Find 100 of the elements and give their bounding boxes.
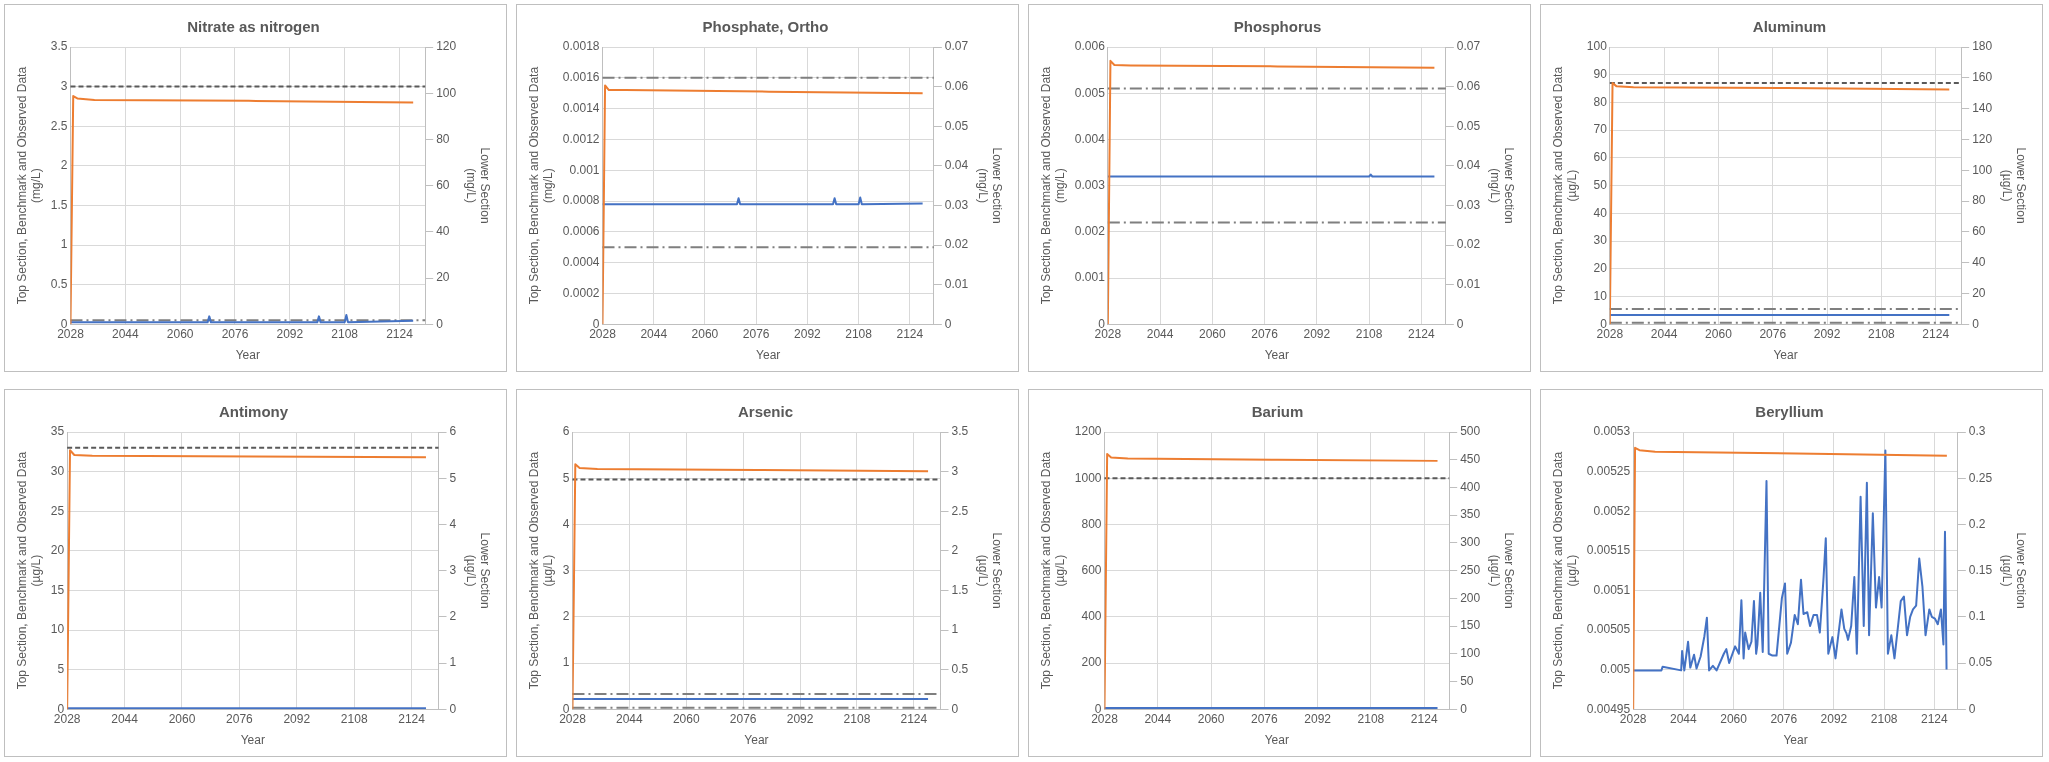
- y-axis-title: Top Section, Benchmark and Observed Data (mg/L): [14, 66, 43, 305]
- y-tick-label: 0.00505: [1586, 622, 1631, 637]
- x-tick-label: 2108: [1357, 711, 1385, 726]
- y2-tick-label: 20: [436, 270, 450, 285]
- y-tick-label: 0.002: [1074, 224, 1106, 239]
- x-tick-label: 2060: [691, 326, 719, 341]
- y-axis-title: Top Section, Benchmark and Observed Data (µg/L): [1550, 451, 1579, 690]
- y2-axis-title: Lower Section (µg/L): [1488, 532, 1517, 609]
- x-tick-label: 2124: [896, 326, 924, 341]
- y-tick-label: 10: [1593, 288, 1608, 303]
- y2-tick-label: 2: [449, 609, 457, 624]
- y2-tick-label: 0: [1972, 316, 1980, 331]
- y-tick-label: 10: [50, 622, 65, 637]
- y-tick-label: 0.0008: [562, 193, 600, 208]
- chart-title: Beryllium: [1755, 403, 1824, 421]
- x-tick-label: 2076: [226, 711, 254, 726]
- x-tick-label: 2092: [283, 711, 311, 726]
- y2-tick-label: 0.05: [944, 118, 969, 133]
- x-tick-label: 2108: [843, 711, 871, 726]
- y-tick-label: 0.001: [569, 162, 600, 177]
- y-tick-label: 0.0052: [1593, 503, 1631, 518]
- x-tick-label: 2124: [1408, 326, 1436, 341]
- y-tick-label: 0.005: [1074, 85, 1106, 100]
- y2-tick-label: 120: [436, 39, 457, 54]
- y-tick-label: 6: [562, 424, 570, 439]
- x-tick-label: 2124: [1922, 326, 1950, 341]
- y2-tick-label: 1: [449, 655, 457, 670]
- y2-tick-label: 40: [1972, 254, 1986, 269]
- y2-tick-label: 0.03: [944, 197, 969, 212]
- y-tick-label: 1.5: [50, 197, 68, 212]
- chart-title: Antimony: [218, 403, 289, 421]
- x-axis-title: Year: [1773, 348, 1798, 363]
- y2-tick-label: 0.15: [1968, 562, 1993, 577]
- x-tick-label: 2076: [1251, 326, 1279, 341]
- y-tick-label: 50: [1593, 177, 1608, 192]
- x-tick-label: 2092: [786, 711, 814, 726]
- x-tick-label: 2076: [729, 711, 757, 726]
- y-tick-label: 2: [562, 609, 570, 624]
- y-tick-label: 100: [1586, 39, 1608, 54]
- y2-tick-label: 2: [951, 543, 959, 558]
- y2-tick-label: 0.07: [944, 39, 969, 54]
- x-tick-label: 2092: [1820, 711, 1848, 726]
- y2-tick-label: 3.5: [951, 424, 969, 439]
- x-tick-label: 2108: [331, 326, 359, 341]
- y-tick-label: 0.001: [1074, 270, 1106, 285]
- y2-tick-label: 450: [1460, 452, 1481, 467]
- y2-axis-title: Lower Section (mg/L): [976, 147, 1005, 224]
- y2-tick-label: 3: [951, 463, 959, 478]
- y2-tick-label: 0.01: [944, 276, 969, 291]
- x-tick-label: 2108: [340, 711, 368, 726]
- chart-title: Nitrate as nitrogen: [187, 18, 320, 36]
- x-tick-label: 2076: [1759, 326, 1787, 341]
- y2-tick-label: 20: [1972, 285, 1986, 300]
- y-tick-label: 1200: [1074, 424, 1102, 439]
- y2-tick-label: 0.01: [1456, 276, 1481, 291]
- y2-tick-label: 120: [1972, 131, 1993, 146]
- x-tick-label: 2060: [1720, 711, 1748, 726]
- y-axis-title: Top Section, Benchmark and Observed Data (µg/L): [526, 451, 555, 690]
- y2-tick-label: 0.25: [1968, 470, 1993, 485]
- y2-tick-label: 6: [449, 424, 457, 439]
- x-tick-label: 2044: [1144, 711, 1172, 726]
- y-axis-title: Top Section, Benchmark and Observed Data (mg/L): [1038, 66, 1067, 305]
- y-tick-label: 70: [1593, 122, 1608, 137]
- y2-tick-label: 160: [1972, 70, 1993, 85]
- y2-tick-label: 50: [1460, 673, 1474, 688]
- x-tick-label: 2124: [1920, 711, 1948, 726]
- y-tick-label: 400: [1081, 609, 1102, 624]
- y2-tick-label: 2.5: [951, 503, 969, 518]
- chart-title: Arsenic: [737, 403, 794, 421]
- y-tick-label: 3: [60, 78, 68, 93]
- x-axis-title: Year: [1783, 733, 1808, 748]
- y2-tick-label: 180: [1972, 39, 1993, 54]
- y-tick-label: 40: [1593, 205, 1608, 220]
- y2-axis-title: Lower Section (µg/L): [2000, 147, 2029, 224]
- y-tick-label: 0.5: [50, 276, 68, 291]
- y2-tick-label: 0.02: [944, 237, 969, 252]
- y2-axis-title: Lower Section (mg/L): [464, 147, 493, 224]
- y-tick-label: 4: [562, 516, 570, 531]
- y2-tick-label: 0.03: [1456, 197, 1481, 212]
- y2-tick-label: 0.5: [951, 661, 969, 676]
- y-axis-title: Top Section, Benchmark and Observed Data (µg/L): [1038, 451, 1067, 690]
- y2-tick-label: 80: [1972, 193, 1986, 208]
- y-tick-label: 20: [1593, 261, 1608, 276]
- y-tick-label: 2: [60, 158, 68, 173]
- x-axis-title: Year: [240, 733, 265, 748]
- y2-tick-label: 0: [944, 316, 952, 331]
- y-tick-label: 0.00525: [1586, 463, 1631, 478]
- y2-tick-label: 100: [436, 85, 457, 100]
- x-tick-label: 2044: [111, 326, 139, 341]
- y-tick-label: 0.0012: [562, 131, 600, 146]
- y-tick-label: 35: [50, 424, 65, 439]
- y-tick-label: 800: [1081, 516, 1102, 531]
- x-tick-label: 2108: [1868, 326, 1896, 341]
- y-tick-label: 0.003: [1074, 177, 1106, 192]
- y2-tick-label: 60: [1972, 224, 1986, 239]
- y2-tick-label: 0: [951, 701, 959, 716]
- y-tick-label: 15: [50, 582, 65, 597]
- x-tick-label: 2076: [1770, 711, 1798, 726]
- x-tick-label: 2076: [221, 326, 249, 341]
- y2-tick-label: 0.04: [1456, 158, 1481, 173]
